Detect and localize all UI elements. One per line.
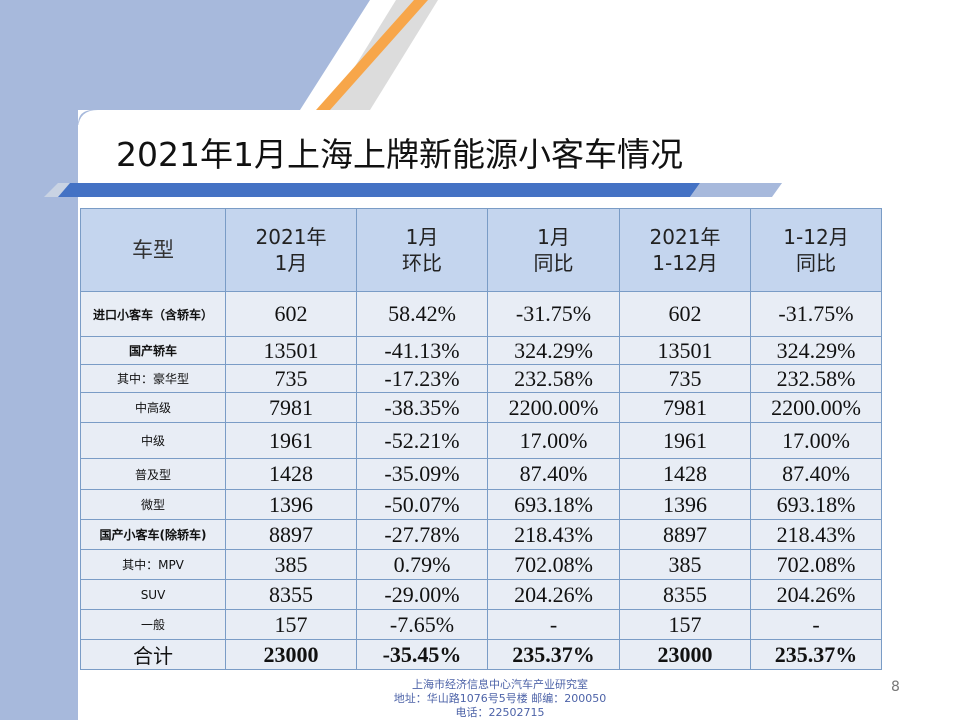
cell: 602 bbox=[619, 291, 751, 337]
cell: - bbox=[487, 609, 620, 640]
cell: 602 bbox=[225, 291, 357, 337]
cell: -31.75% bbox=[487, 291, 620, 337]
cell: 702.08% bbox=[487, 549, 620, 580]
cell: -52.21% bbox=[356, 422, 488, 459]
cell: 735 bbox=[225, 364, 357, 393]
cell: -35.45% bbox=[356, 639, 488, 670]
cell: 23000 bbox=[225, 639, 357, 670]
cell: 17.00% bbox=[750, 422, 882, 459]
cell: 0.79% bbox=[356, 549, 488, 580]
slide-title: 2021年1月上海上牌新能源小客车情况 bbox=[116, 135, 683, 174]
cell: 693.18% bbox=[750, 489, 882, 520]
cell: 8355 bbox=[225, 579, 357, 610]
cell: 235.37% bbox=[750, 639, 882, 670]
cell: 1961 bbox=[619, 422, 751, 459]
vehicle-registration-table: 车型 2021年 1月 1月 环比 1月 同比 2021年 1-12月 1-12月 同比 … bbox=[80, 208, 882, 670]
cell: 385 bbox=[225, 549, 357, 580]
cell: 8897 bbox=[619, 519, 751, 550]
header-jan-mom: 1月 环比 bbox=[356, 208, 488, 292]
cell: 218.43% bbox=[487, 519, 620, 550]
table-row: 国产轿车 13501 -41.13% 324.29% 13501 324.29% bbox=[80, 336, 882, 365]
table-row: 微型 1396 -50.07% 693.18% 1396 693.18% bbox=[80, 489, 882, 520]
cell: 17.00% bbox=[487, 422, 620, 459]
row-label: 中高级 bbox=[80, 392, 226, 423]
row-label: 合计 bbox=[80, 639, 226, 670]
cell: 1396 bbox=[225, 489, 357, 520]
table-row: 进口小客车（含轿车） 602 58.42% -31.75% 602 -31.75… bbox=[80, 291, 882, 337]
cell: 204.26% bbox=[750, 579, 882, 610]
table-header-row: 车型 2021年 1月 1月 环比 1月 同比 2021年 1-12月 1-12月 同比 bbox=[80, 208, 882, 292]
cell: -17.23% bbox=[356, 364, 488, 393]
cell: 232.58% bbox=[487, 364, 620, 393]
cell: 204.26% bbox=[487, 579, 620, 610]
cell: 13501 bbox=[619, 336, 751, 365]
footer-address: 地址：华山路1076号5号楼 邮编：200050 bbox=[393, 692, 607, 705]
footer-org: 上海市经济信息中心汽车产业研究室 bbox=[412, 678, 588, 691]
cell: -50.07% bbox=[356, 489, 488, 520]
cell: 232.58% bbox=[750, 364, 882, 393]
cell: 8355 bbox=[619, 579, 751, 610]
cell: 87.40% bbox=[487, 458, 620, 490]
cell: 235.37% bbox=[487, 639, 620, 670]
cell: - bbox=[750, 609, 882, 640]
cell: 1396 bbox=[619, 489, 751, 520]
row-label: 其中：MPV bbox=[80, 549, 226, 580]
cell: 702.08% bbox=[750, 549, 882, 580]
cell: -27.78% bbox=[356, 519, 488, 550]
row-label: SUV bbox=[80, 579, 226, 610]
table-row: 国产小客车(除轿车) 8897 -27.78% 218.43% 8897 218… bbox=[80, 519, 882, 550]
row-label: 普及型 bbox=[80, 458, 226, 490]
header-2021-ytd: 2021年 1-12月 bbox=[619, 208, 751, 292]
cell: 87.40% bbox=[750, 458, 882, 490]
header-vehicle-type: 车型 bbox=[80, 208, 226, 292]
cell: 157 bbox=[619, 609, 751, 640]
footer-phone: 电话：22502715 bbox=[455, 706, 545, 719]
cell: -35.09% bbox=[356, 458, 488, 490]
cell: 218.43% bbox=[750, 519, 882, 550]
table-row: 其中：MPV 385 0.79% 702.08% 385 702.08% bbox=[80, 549, 882, 580]
table-row: 中高级 7981 -38.35% 2200.00% 7981 2200.00% bbox=[80, 392, 882, 423]
cell: -31.75% bbox=[750, 291, 882, 337]
header-2021-jan: 2021年 1月 bbox=[225, 208, 357, 292]
row-label: 进口小客车（含轿车） bbox=[80, 291, 226, 337]
cell: 735 bbox=[619, 364, 751, 393]
cell: 157 bbox=[225, 609, 357, 640]
table-row: 其中：豪华型 735 -17.23% 232.58% 735 232.58% bbox=[80, 364, 882, 393]
cell: 8897 bbox=[225, 519, 357, 550]
table-row-total: 合计 23000 -35.45% 235.37% 23000 235.37% bbox=[80, 639, 882, 670]
cell: -7.65% bbox=[356, 609, 488, 640]
row-label: 其中：豪华型 bbox=[80, 364, 226, 393]
cell: 13501 bbox=[225, 336, 357, 365]
cell: 2200.00% bbox=[487, 392, 620, 423]
footer-contact: 上海市经济信息中心汽车产业研究室 地址：华山路1076号5号楼 邮编：20005… bbox=[300, 678, 700, 720]
table-row: 普及型 1428 -35.09% 87.40% 1428 87.40% bbox=[80, 458, 882, 490]
header-ytd-yoy: 1-12月 同比 bbox=[750, 208, 882, 292]
cell: 7981 bbox=[225, 392, 357, 423]
table-row: 中级 1961 -52.21% 17.00% 1961 17.00% bbox=[80, 422, 882, 459]
row-label: 国产小客车(除轿车) bbox=[80, 519, 226, 550]
cell: 7981 bbox=[619, 392, 751, 423]
row-label: 一般 bbox=[80, 609, 226, 640]
cell: 385 bbox=[619, 549, 751, 580]
table-row: 一般 157 -7.65% - 157 - bbox=[80, 609, 882, 640]
cell: 1428 bbox=[225, 458, 357, 490]
cell: -29.00% bbox=[356, 579, 488, 610]
cell: 1428 bbox=[619, 458, 751, 490]
row-label: 中级 bbox=[80, 422, 226, 459]
cell: 324.29% bbox=[487, 336, 620, 365]
header-jan-yoy: 1月 同比 bbox=[487, 208, 620, 292]
cell: 58.42% bbox=[356, 291, 488, 337]
cell: 324.29% bbox=[750, 336, 882, 365]
table-row: SUV 8355 -29.00% 204.26% 8355 204.26% bbox=[80, 579, 882, 610]
cell: 2200.00% bbox=[750, 392, 882, 423]
row-label: 微型 bbox=[80, 489, 226, 520]
cell: -38.35% bbox=[356, 392, 488, 423]
cell: 23000 bbox=[619, 639, 751, 670]
cell: -41.13% bbox=[356, 336, 488, 365]
row-label: 国产轿车 bbox=[80, 336, 226, 365]
cell: 1961 bbox=[225, 422, 357, 459]
cell: 693.18% bbox=[487, 489, 620, 520]
page-number: 8 bbox=[891, 679, 900, 695]
